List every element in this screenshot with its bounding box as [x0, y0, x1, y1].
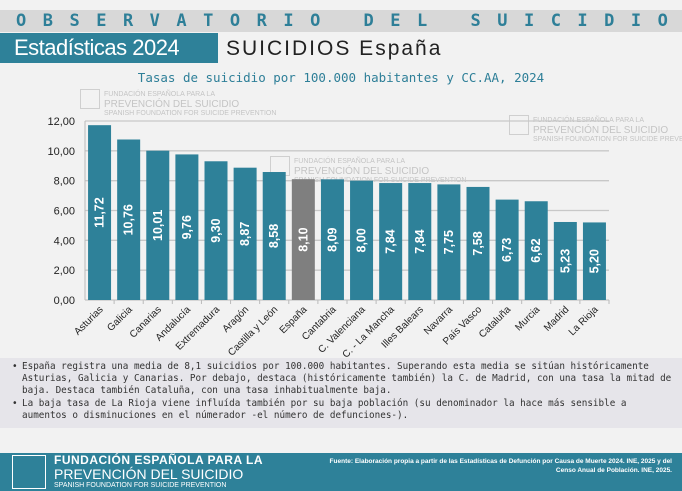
- observatory-letter: R: [256, 11, 267, 31]
- bar: [88, 125, 112, 300]
- observatory-letter: O: [16, 11, 27, 31]
- observatory-letter: U: [497, 11, 508, 31]
- data-label: 8,58: [267, 224, 281, 248]
- source-text: Fuente: Elaboración propia a partir de l…: [329, 458, 672, 474]
- bar: [495, 199, 519, 300]
- observatory-letter: I: [577, 11, 588, 31]
- observatory-letter: V: [149, 11, 160, 31]
- bar: [582, 222, 606, 300]
- observatory-letter: I: [523, 11, 535, 31]
- bar: [233, 167, 257, 300]
- data-label: 6,73: [500, 238, 514, 262]
- y-tick-label: 8,00: [54, 176, 75, 188]
- data-label: 8,09: [325, 227, 339, 251]
- observatory-letter: L: [417, 11, 428, 31]
- bar: [350, 180, 374, 300]
- bar: [291, 179, 315, 300]
- data-label: 5,20: [587, 249, 601, 273]
- bar: [524, 201, 548, 300]
- observatory-letter: O: [657, 11, 668, 31]
- bar-chart: 0,00 2,00 4,00 6,00 8,00 10,00 12,00 11,72 Astur…: [47, 116, 610, 360]
- bar: [553, 221, 577, 300]
- x-tick-label: Murcia: [513, 304, 542, 333]
- footer-org-line1: FUNDACIÓN ESPAÑOLA PARA LA: [54, 453, 263, 467]
- bar: [379, 183, 403, 300]
- data-label: 7,84: [413, 229, 427, 253]
- note-item: La baja tasa de La Rioja viene influída …: [12, 398, 674, 422]
- x-tick-label: Cataluña: [477, 304, 513, 340]
- data-label: 11,72: [93, 197, 107, 228]
- x-tick-label: C. - La Mancha: [341, 304, 397, 360]
- data-label: 10,01: [151, 210, 165, 241]
- x-tick-label: Asturias: [72, 304, 105, 337]
- observatory-letter: R: [122, 11, 134, 31]
- footer-org-line2: PREVENCIÓN DEL SUICIDIO: [54, 466, 244, 482]
- stats-label: Estadísticas 2024: [0, 33, 218, 63]
- data-label: 6,62: [529, 238, 543, 262]
- observatory-letter: B: [42, 11, 53, 31]
- chart-title: Tasas de suicidio por 100.000 habitantes…: [137, 70, 545, 85]
- observatory-letter: D: [363, 11, 374, 31]
- y-tick-label: 2,00: [54, 265, 75, 277]
- bar: [262, 172, 286, 300]
- bar: [320, 179, 344, 300]
- y-tick-label: 0,00: [54, 295, 75, 307]
- bar: [204, 161, 228, 300]
- observatory-letter: O: [229, 11, 241, 31]
- observatory-letter: D: [604, 11, 615, 31]
- data-label: 8,10: [296, 227, 310, 251]
- observatory-letter: S: [69, 11, 80, 31]
- observatory-letter: I: [283, 11, 294, 31]
- observatory-letter: T: [203, 11, 214, 31]
- data-label: 7,84: [384, 229, 398, 253]
- data-label: 8,00: [355, 228, 369, 252]
- observatory-letter: O: [310, 11, 321, 31]
- data-label: 7,75: [442, 230, 456, 254]
- bar: [175, 154, 199, 300]
- footer: FUNDACIÓN ESPAÑOLA PARA LA PREVENCIÓN DE…: [0, 453, 682, 491]
- observatory-letter: E: [96, 11, 107, 31]
- data-label: 9,76: [180, 215, 194, 239]
- bar: [466, 186, 490, 300]
- observatory-letter: C: [550, 11, 561, 31]
- bar: [437, 184, 461, 300]
- y-tick-label: 12,00: [47, 116, 75, 128]
- footer-org-line3: SPANISH FOUNDATION FOR SUICIDE PREVENTIO…: [54, 482, 227, 489]
- note-item: España registra una media de 8,1 suicidi…: [12, 361, 674, 397]
- bar: [146, 150, 170, 300]
- observatory-letter: A: [176, 11, 187, 31]
- data-label: 5,23: [558, 249, 572, 273]
- y-tick-label: 6,00: [54, 206, 75, 218]
- x-tick-label: La Rioja: [567, 304, 601, 338]
- data-label: 10,76: [122, 204, 136, 235]
- observatory-letter: E: [390, 11, 401, 31]
- bar: [408, 183, 432, 300]
- bar: [117, 139, 141, 300]
- observatory-letter: I: [630, 11, 642, 31]
- header-band: [0, 10, 682, 32]
- data-label: 8,87: [238, 222, 252, 246]
- page-subtitle: SUICIDIOS España: [226, 37, 443, 60]
- foundation-logo-icon: [12, 455, 46, 489]
- y-tick-label: 4,00: [54, 235, 75, 247]
- data-label: 7,58: [471, 231, 485, 255]
- notes-box: España registra una media de 8,1 suicidi…: [0, 358, 682, 428]
- y-tick-label: 10,00: [47, 146, 75, 158]
- data-label: 9,30: [209, 218, 223, 242]
- observatory-letter: S: [470, 11, 481, 31]
